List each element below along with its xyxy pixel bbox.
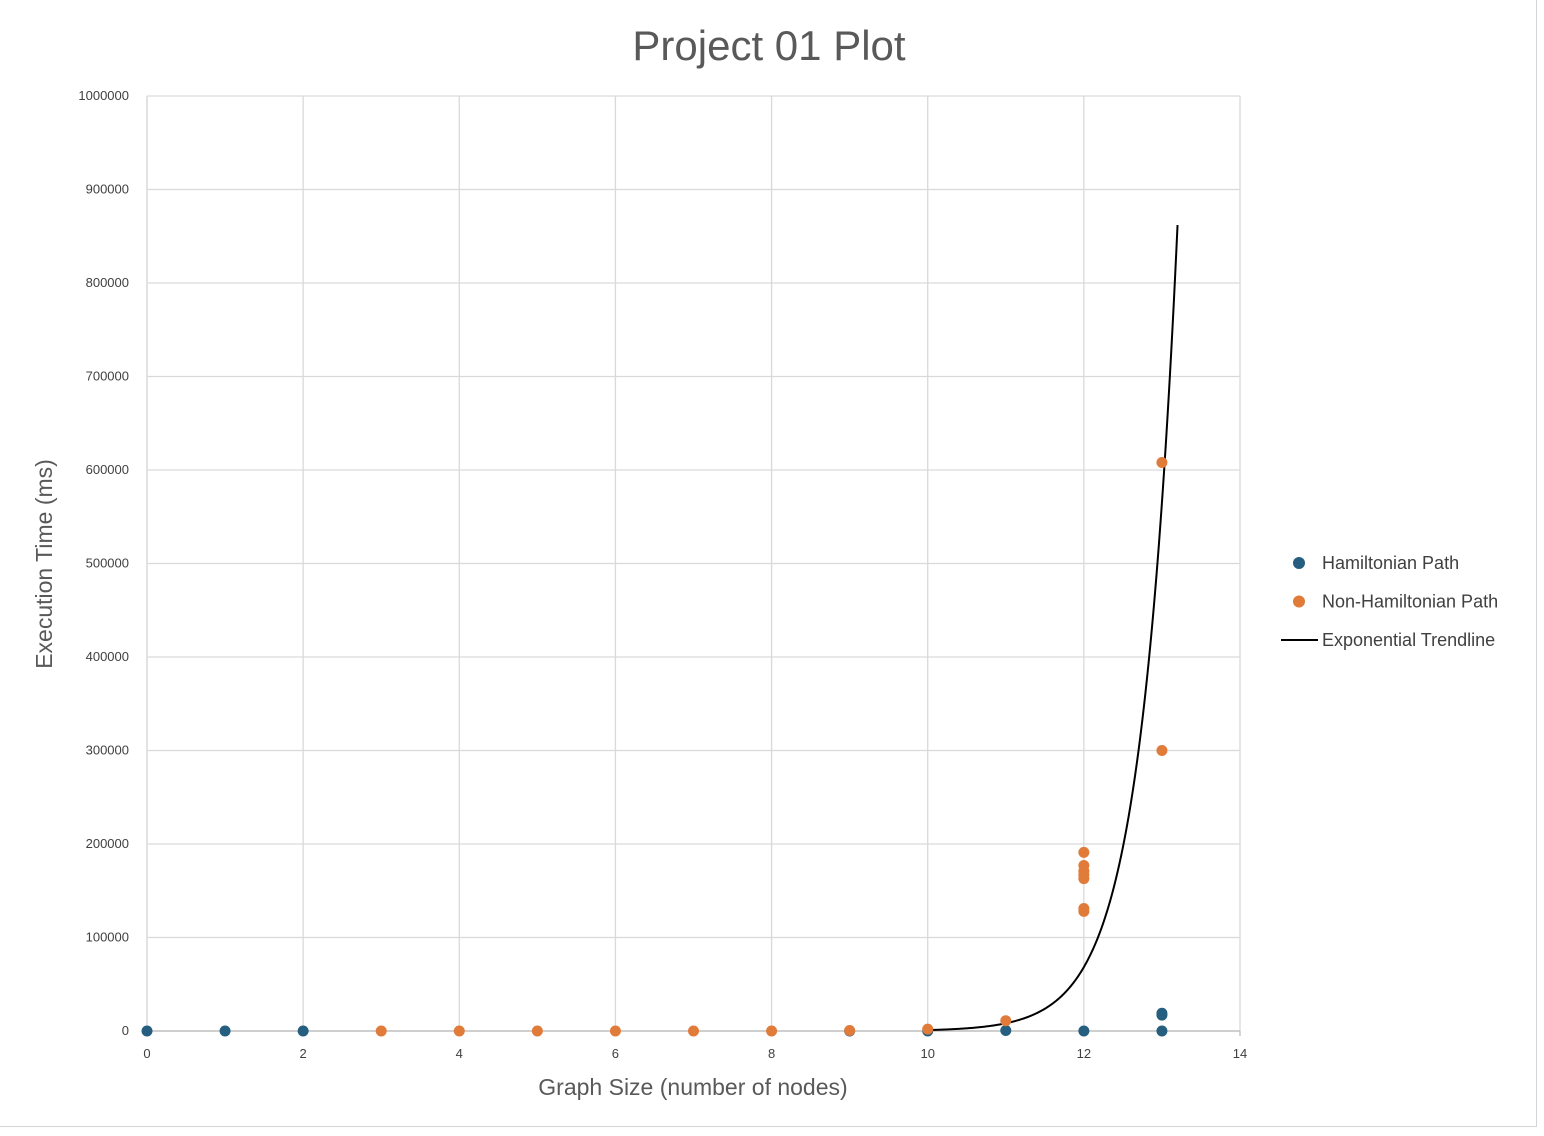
y-tick-label: 0 (122, 1023, 129, 1038)
x-tick-label: 12 (1077, 1046, 1091, 1061)
y-tick-label: 1000000 (78, 88, 129, 103)
non-hamiltonian-path-point (375, 1025, 387, 1037)
non-hamiltonian-path-point (609, 1025, 621, 1037)
y-tick-labels: 0 100000 200000 300000 400000 500000 600000 700… (78, 88, 129, 1038)
y-tick-label: 300000 (86, 743, 129, 758)
chart-title: Project 01 Plot (632, 22, 905, 69)
y-tick-label: 700000 (86, 369, 129, 384)
x-axis-title: Graph Size (number of nodes) (538, 1074, 847, 1100)
non-hamiltonian-path-point (922, 1023, 934, 1035)
gridlines (146, 95, 1241, 1031)
hamiltonian-path-point (1156, 1007, 1168, 1019)
y-tick-label: 200000 (86, 836, 129, 851)
x-tick-label: 6 (612, 1046, 619, 1061)
hamiltonian-path-point (1156, 1025, 1168, 1037)
legend[interactable]: Hamiltonian Path Non-Hamiltonian Path Expo… (1281, 553, 1498, 650)
hamiltonian-path-point (141, 1025, 153, 1037)
legend-marker-non-hamiltonian-path (1293, 595, 1305, 608)
trendline-layer (927, 224, 1179, 1032)
x-tick-label: 4 (456, 1046, 463, 1061)
y-axis-title: Execution Time (ms) (31, 459, 57, 669)
legend-label-non-hamiltonian-path: Non-Hamiltonian Path (1322, 592, 1498, 612)
exponential-trendline (927, 224, 1179, 1032)
hamiltonian-path-point (297, 1025, 309, 1037)
non-hamiltonian-path-point (1156, 745, 1168, 756)
non-hamiltonian-path-point (766, 1025, 778, 1037)
non-hamiltonian-path-point (1078, 860, 1090, 872)
y-tick-label: 900000 (86, 182, 129, 197)
x-tick-labels: 0 2 4 6 8 10 12 14 (143, 1046, 1247, 1061)
non-hamiltonian-path-point (1156, 457, 1168, 469)
y-tick-label: 100000 (86, 930, 129, 945)
non-hamiltonian-path-point (1078, 903, 1090, 915)
y-tick-label: 600000 (86, 462, 129, 477)
x-tick-label: 14 (1233, 1046, 1247, 1061)
non-hamiltonian-path-point (453, 1025, 465, 1037)
axes (146, 96, 1241, 1036)
x-tick-label: 8 (768, 1046, 775, 1061)
x-tick-label: 2 (300, 1046, 307, 1061)
data-points (141, 457, 1168, 1037)
non-hamiltonian-path-point (844, 1025, 856, 1037)
y-tick-label: 400000 (86, 649, 129, 664)
hamiltonian-path-point (219, 1025, 231, 1037)
x-tick-label: 10 (920, 1046, 934, 1061)
non-hamiltonian-path-point (531, 1025, 543, 1037)
y-tick-label: 800000 (86, 275, 129, 290)
legend-marker-hamiltonian-path (1293, 557, 1305, 569)
hamiltonian-path-point (1078, 1025, 1090, 1037)
legend-label-hamiltonian-path: Hamiltonian Path (1322, 553, 1459, 573)
legend-label-exponential-trendline: Exponential Trendline (1322, 630, 1495, 650)
y-tick-label: 500000 (86, 556, 129, 571)
hamiltonian-path-point (1000, 1025, 1012, 1037)
non-hamiltonian-path-point (1078, 846, 1090, 858)
x-tick-label: 0 (143, 1046, 150, 1061)
non-hamiltonian-path-point (688, 1025, 699, 1037)
non-hamiltonian-path-point (1000, 1015, 1012, 1027)
